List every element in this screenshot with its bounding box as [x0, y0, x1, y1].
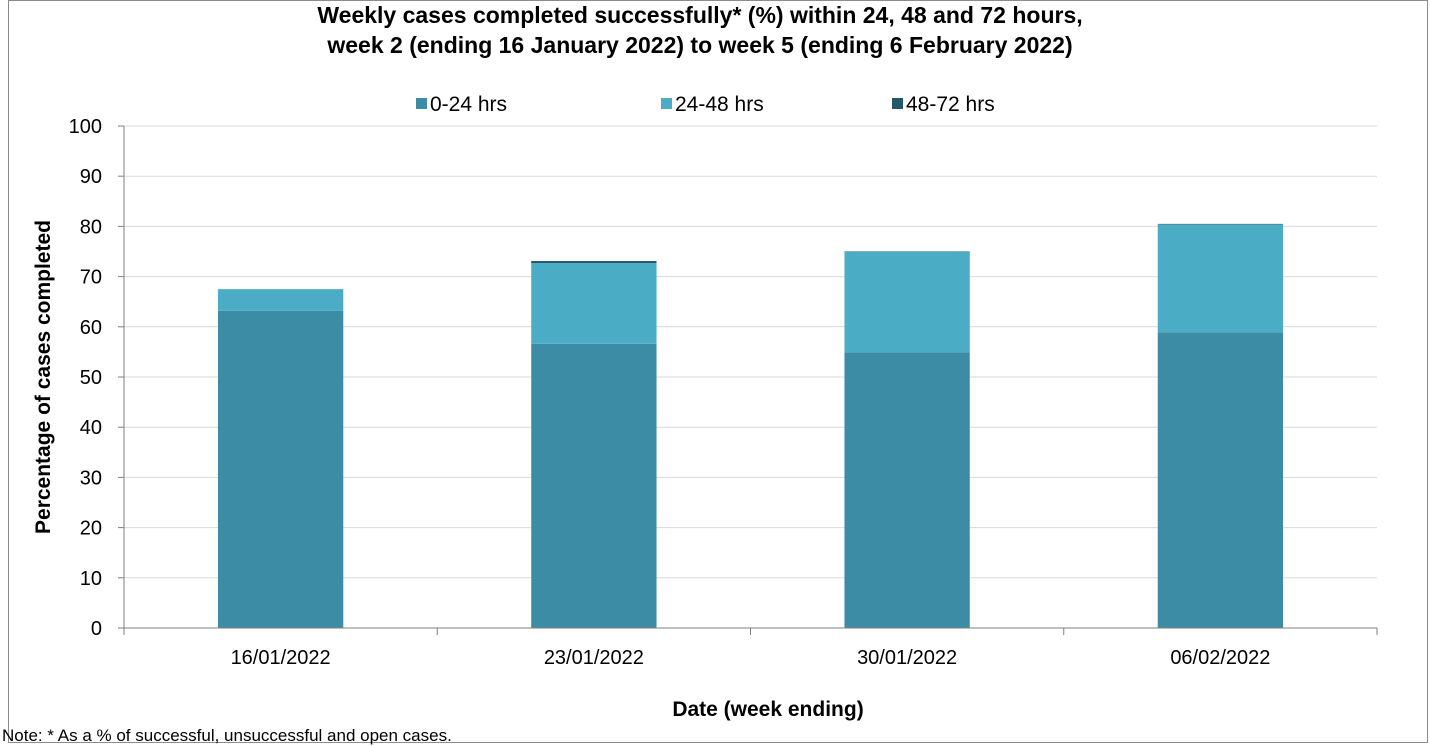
y-tick-label-80: 80: [80, 216, 102, 238]
legend-swatch-0: [416, 98, 427, 109]
chart-title: Weekly cases completed successfully* (%)…: [0, 0, 1400, 60]
bars: [217, 223, 1284, 628]
y-tick-label-50: 50: [80, 367, 102, 389]
y-tick-label-70: 70: [80, 267, 102, 289]
bar-48-72-hrs-1: [531, 261, 657, 264]
footnote: Note: * As a % of successful, unsuccessf…: [2, 726, 452, 745]
bar-0-24-hrs-3: [1157, 332, 1284, 628]
x-tick-label-2: 30/01/2022: [857, 647, 957, 669]
bar-24-48-hrs-1: [531, 263, 657, 344]
legend-label-1: 24-48 hrs: [675, 93, 764, 116]
chart-frame: [8, 0, 1428, 743]
bar-48-72-hrs-2: [844, 251, 970, 253]
y-tick-label-0: 0: [91, 618, 102, 640]
y-tick-label-60: 60: [80, 317, 102, 339]
legend-label-0: 0-24 hrs: [430, 93, 507, 116]
legend-label-2: 48-72 hrs: [906, 93, 995, 116]
chart-title-line-2: week 2 (ending 16 January 2022) to week …: [327, 32, 1073, 58]
y-tick-label-20: 20: [80, 518, 102, 540]
x-tick-label-3: 06/02/2022: [1170, 647, 1270, 669]
legend-swatch-2: [892, 98, 903, 109]
bar-0-24-hrs-0: [217, 310, 344, 628]
bar-24-48-hrs-2: [844, 252, 970, 353]
y-tick-label-10: 10: [80, 568, 102, 590]
y-tick-label-100: 100: [69, 116, 102, 138]
legend: 0-24 hrs 24-48 hrs 48-72 hrs: [416, 93, 995, 116]
legend-swatch-1: [661, 98, 672, 109]
x-tick-label-0: 16/01/2022: [231, 647, 331, 669]
y-tick-label-30: 30: [80, 467, 102, 489]
bar-24-48-hrs-3: [1157, 224, 1284, 333]
y-tick-label-90: 90: [80, 166, 102, 188]
bar-24-48-hrs-0: [217, 289, 344, 311]
chart-title-line-1: Weekly cases completed successfully* (%)…: [317, 2, 1083, 28]
x-axis-title: Date (week ending): [672, 698, 863, 721]
bar-48-72-hrs-3: [1157, 223, 1284, 225]
axes: 0 10 20 30 40 50 60 70 80 90 100 16/01/2022 23/01/20…: [69, 116, 1378, 669]
y-tick-label-40: 40: [80, 417, 102, 439]
y-axis-title: Percentage of cases completed: [32, 220, 55, 534]
x-tick-label-1: 23/01/2022: [544, 647, 644, 669]
bar-0-24-hrs-1: [531, 343, 657, 628]
bar-0-24-hrs-2: [844, 352, 970, 628]
